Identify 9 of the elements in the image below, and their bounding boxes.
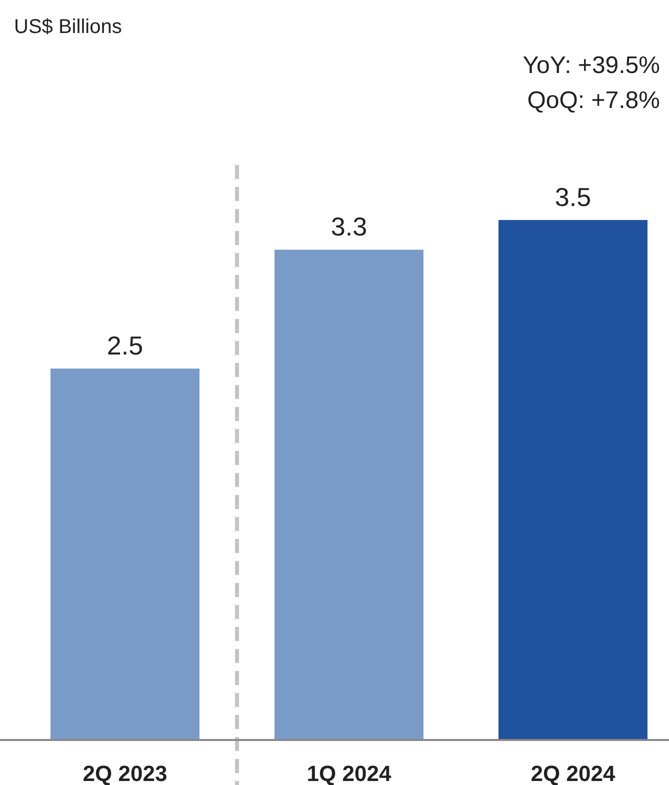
- x-tick-label: 2Q 2023: [82, 761, 168, 785]
- text: US$ Billions: [14, 16, 122, 38]
- text: YoY: +39.5%: [522, 52, 660, 79]
- data-label: 3.3: [330, 212, 368, 242]
- data-label: 2.5: [106, 330, 144, 361]
- x-tick-label: 2Q 2024: [530, 761, 616, 785]
- data-label: 3.5: [554, 182, 592, 212]
- x-tick-label: 1Q 2024: [306, 761, 392, 785]
- text: QoQ: +7.8%: [527, 87, 660, 114]
